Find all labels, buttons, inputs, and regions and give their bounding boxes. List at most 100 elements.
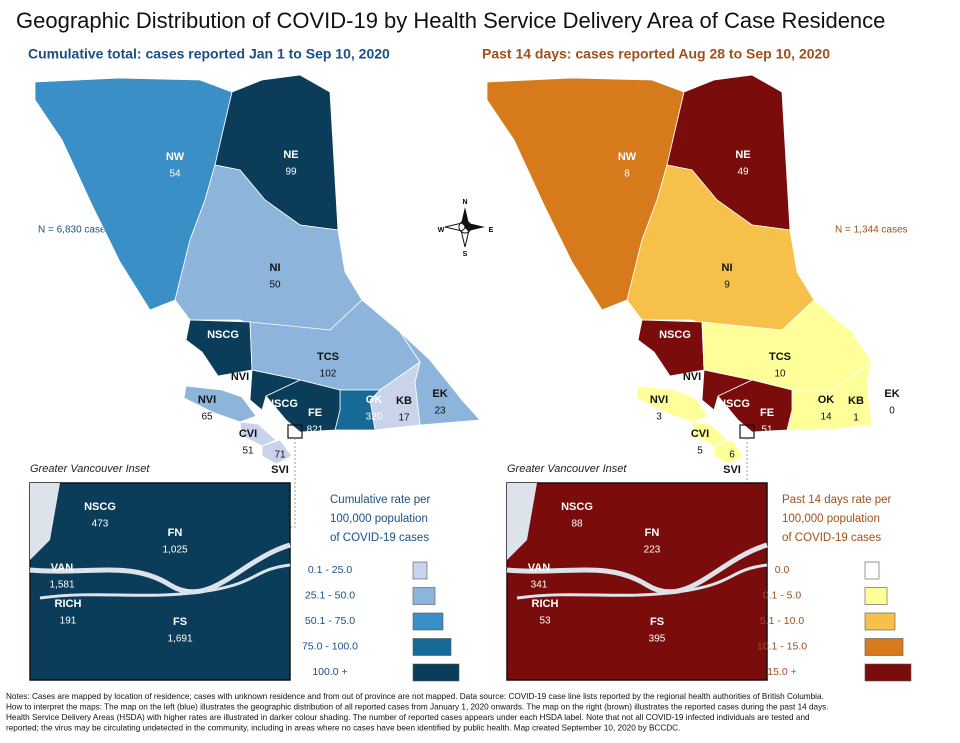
inset-count: 473 [92, 519, 109, 530]
inset-count: 223 [644, 545, 661, 556]
inset-label: FS [650, 616, 664, 628]
inset-count: 191 [60, 616, 77, 627]
legend-label: 0.1 - 25.0 [308, 564, 353, 576]
region [701, 369, 754, 411]
region [717, 379, 793, 433]
legend-label: 0.1 - 5.0 [763, 589, 802, 601]
inset-leader [290, 438, 296, 528]
region-count: 99 [285, 167, 297, 178]
legend-swatch [412, 663, 460, 682]
region-count: 50 [269, 280, 281, 291]
legend-swatch [412, 561, 428, 580]
region-label: NE [283, 149, 298, 161]
inset-label: NSCG [84, 501, 116, 513]
region-label: CVI [239, 428, 257, 440]
legend-label: 75.0 - 100.0 [302, 640, 358, 652]
inset-count: 88 [571, 519, 583, 530]
region [261, 439, 293, 465]
region [713, 439, 745, 465]
region-count: 54 [169, 169, 181, 180]
note-line: Notes: Cases are mapped by location of r… [6, 692, 824, 701]
inset-river [516, 563, 768, 600]
inset-label: RICH [55, 598, 82, 610]
region-count: 9 [724, 280, 730, 291]
case-total: N = 1,344 cases [835, 225, 908, 236]
notes: Notes: Cases are mapped by location of r… [6, 692, 829, 733]
legend-label: 25.1 - 50.0 [305, 589, 355, 601]
legend-swatch [864, 612, 896, 631]
region-count: 49 [737, 167, 749, 178]
inset-label: NSCG [561, 501, 593, 513]
region-label: FE [760, 407, 774, 419]
inset-count: 395 [649, 634, 666, 645]
region-count: 10 [774, 369, 786, 380]
region-label: NI [270, 262, 281, 274]
region-label: NSCG [207, 329, 239, 341]
region [691, 421, 729, 447]
legend-label: 50.1 - 75.0 [305, 615, 355, 627]
compass-needle [464, 223, 485, 231]
inset-water [507, 483, 537, 560]
legend-label: 0.0 [775, 564, 790, 576]
region-label: FE [308, 407, 322, 419]
region-label: SVI [723, 464, 741, 476]
region-label: NSCG [659, 329, 691, 341]
region-count: 51 [242, 446, 254, 457]
inset-river [29, 542, 291, 595]
inset-label: RICH [532, 598, 559, 610]
region-count: 821 [307, 425, 324, 436]
map: NW54NE99NI50NSCGTCS102EK23KB17OK320FE821… [29, 74, 481, 682]
legend-swatch [412, 587, 436, 605]
region-label: NVI [231, 371, 249, 383]
legend-title: of COVID-19 cases [782, 532, 881, 544]
legend-title: Cumulative rate per [330, 494, 431, 506]
region-count: 0 [889, 406, 895, 417]
inset-label: FN [645, 527, 660, 539]
region [249, 369, 302, 411]
region-label: NE [735, 149, 750, 161]
inset-label: VAN [528, 562, 550, 574]
legend-swatch [864, 587, 888, 605]
inset-count: 1,581 [49, 580, 74, 591]
region-label: NVI [650, 394, 668, 406]
inset-river [506, 542, 768, 595]
region-count: 23 [434, 406, 446, 417]
region-label: OK [818, 394, 835, 406]
region [183, 385, 257, 423]
inset-count: 1,691 [167, 634, 192, 645]
inset-river [39, 563, 291, 600]
region-label: SVI [271, 464, 289, 476]
compass-label: W [438, 227, 445, 234]
region-count: 5 [697, 446, 703, 457]
compass-label: E [489, 227, 494, 234]
region-label: NVI [683, 371, 701, 383]
compass-ring [458, 220, 472, 234]
region-label: NSCG [718, 398, 750, 410]
inset-title: Greater Vancouver Inset [30, 463, 150, 475]
inset-count: 341 [531, 580, 548, 591]
inset-label: FS [173, 616, 187, 628]
maps: NW54NE99NI50NSCGTCS102EK23KB17OK320FE821… [29, 74, 933, 682]
note-line: reported; the virus may be circulating u… [6, 724, 680, 733]
legend-label: 5.1 - 10.0 [760, 615, 805, 627]
inset-count: 53 [539, 616, 551, 627]
region-count: 14 [820, 412, 832, 423]
region [239, 421, 277, 447]
legend-title: 100,000 population [330, 513, 428, 525]
inset-label: FN [168, 527, 183, 539]
legend-swatch [864, 638, 904, 656]
region-label: EK [432, 388, 447, 400]
region-count: 65 [201, 412, 213, 423]
region-label: CVI [691, 428, 709, 440]
legend-title: 100,000 population [782, 513, 880, 525]
region-label: NSCG [266, 398, 298, 410]
region-count: 71 [274, 450, 286, 461]
compass-label: N [462, 199, 467, 206]
region [635, 385, 709, 423]
compass-label: S [463, 251, 468, 258]
region-count: 51 [761, 425, 773, 436]
inset-label: VAN [51, 562, 73, 574]
compass: N S W E [438, 199, 494, 258]
legend-title: of COVID-19 cases [330, 532, 429, 544]
